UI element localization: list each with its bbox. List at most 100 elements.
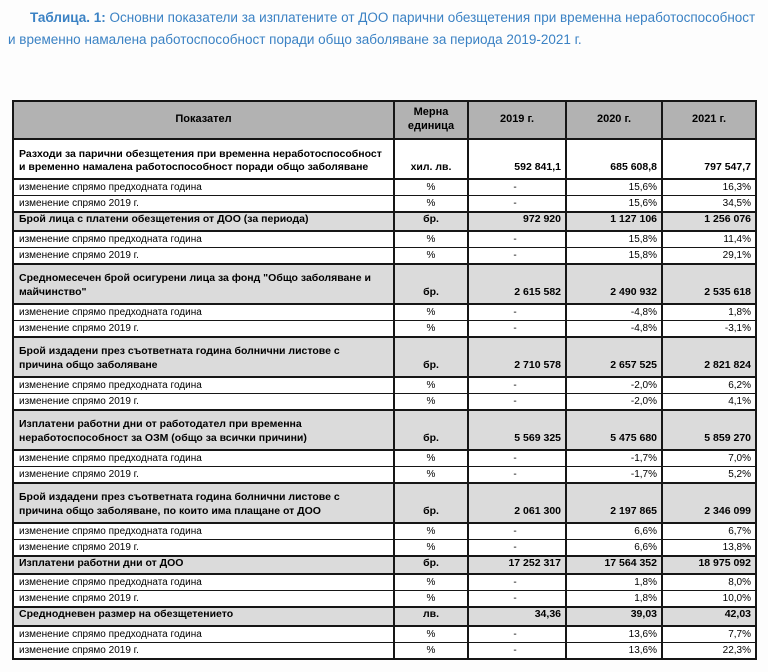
unit-cell: % xyxy=(393,319,469,338)
indicator-label-cell: изменение спрямо 2019 г. xyxy=(12,538,395,557)
unit-cell: % xyxy=(393,449,469,467)
unit-cell: бр. xyxy=(393,554,469,576)
value-2019-cell: 972 920 xyxy=(467,211,567,232)
indicator-label-cell: Брой издадени през съответната година бо… xyxy=(12,335,395,378)
value-2020-cell: 6,6% xyxy=(565,522,663,540)
change-row: изменение спрямо 2019 г.% -6,6% 13,8% xyxy=(12,538,757,557)
value-2019-cell: - xyxy=(467,319,567,338)
table-caption: Таблица. 1: Основни показатели за изплат… xyxy=(8,7,760,51)
indicator-row: Брой лица с платени обезщетения от ДОО (… xyxy=(12,211,757,232)
value-2021-cell: 797 547,7 xyxy=(661,138,757,180)
indicator-label-cell: изменение спрямо 2019 г. xyxy=(12,465,395,484)
indicator-label-cell: изменение спрямо предходната година xyxy=(12,230,395,248)
value-2021-cell: 6,2% xyxy=(661,376,757,394)
value-2021-cell: 1 256 076 xyxy=(661,211,757,232)
value-2020-cell: 13,6% xyxy=(565,641,663,660)
value-2019-cell: - xyxy=(467,465,567,484)
indicator-label-cell: Изплатени работни дни от ДОО xyxy=(12,554,395,576)
change-row: изменение спрямо 2019 г.% - -1,7% 5,2% xyxy=(12,465,757,484)
value-2020-cell: 5 475 680 xyxy=(565,408,663,451)
unit-cell: % xyxy=(393,522,469,540)
value-2021-cell: -3,1% xyxy=(661,319,757,338)
value-2020-cell: -4,8% xyxy=(565,319,663,338)
unit-cell: бр. xyxy=(393,211,469,232)
change-row: изменение спрямо предходната година% - -1,… xyxy=(12,449,757,467)
indicator-label-cell: изменение спрямо предходната година xyxy=(12,573,395,592)
value-2020-cell: 15,8% xyxy=(565,230,663,248)
value-2019-cell: 2 061 300 xyxy=(467,481,567,524)
table-caption-number: Таблица. 1: xyxy=(30,10,106,25)
unit-cell: бр. xyxy=(393,408,469,451)
table-header: Показател Мерна единица 2019 г. 2020 г. … xyxy=(12,100,757,140)
indicator-label-cell: Брой лица с платени обезщетения от ДОО (… xyxy=(12,211,395,232)
indicator-label-cell: изменение спрямо предходната година xyxy=(12,449,395,467)
indicator-row: Брой издадени през съответната година бо… xyxy=(12,335,757,378)
unit-cell: % xyxy=(393,465,469,484)
value-2019-cell: - xyxy=(467,590,567,608)
change-row: изменение спрямо предходната година% - -2,… xyxy=(12,376,757,394)
unit-cell: % xyxy=(393,195,469,213)
value-2019-cell: - xyxy=(467,625,567,643)
value-2020-cell: 1 127 106 xyxy=(565,211,663,232)
value-2021-cell: 11,4% xyxy=(661,230,757,248)
value-2021-cell: 2 821 824 xyxy=(661,335,757,378)
indicator-label-cell: изменение спрямо 2019 г. xyxy=(12,246,395,265)
unit-cell: % xyxy=(393,230,469,248)
value-2020-cell: 1,8% xyxy=(565,590,663,608)
column-header-2020: 2020 г. xyxy=(565,100,663,140)
change-row: изменение спрямо 2019 г.% -13,6% 22,3% xyxy=(12,641,757,660)
unit-cell: лв. xyxy=(393,606,469,627)
indicator-label-cell: Брой издадени през съответната година бо… xyxy=(12,481,395,524)
change-row: изменение спрямо предходната година% - -4,… xyxy=(12,303,757,321)
column-header-2021: 2021 г. xyxy=(661,100,757,140)
indicator-label-cell: изменение спрямо 2019 г. xyxy=(12,319,395,338)
value-2020-cell: 1,8% xyxy=(565,573,663,592)
indicator-label-cell: Среднодневен размер на обезщетението xyxy=(12,606,395,627)
unit-cell: % xyxy=(393,573,469,592)
unit-cell: % xyxy=(393,625,469,643)
value-2019-cell: 34,36 xyxy=(467,606,567,627)
column-header-unit: Мерна единица xyxy=(393,100,469,140)
value-2019-cell: - xyxy=(467,178,567,196)
value-2019-cell: - xyxy=(467,195,567,213)
value-2019-cell: - xyxy=(467,538,567,557)
value-2019-cell: 17 252 317 xyxy=(467,554,567,576)
value-2020-cell: 2 657 525 xyxy=(565,335,663,378)
change-row: изменение спрямо предходната година% -15,… xyxy=(12,178,757,196)
value-2019-cell: 2 710 578 xyxy=(467,335,567,378)
change-row: изменение спрямо предходната година% -13,… xyxy=(12,625,757,643)
value-2019-cell: - xyxy=(467,641,567,660)
indicator-label-cell: изменение спрямо предходната година xyxy=(12,178,395,196)
indicator-label-cell: изменение спрямо 2019 г. xyxy=(12,195,395,213)
change-row: изменение спрямо 2019 г.% -15,8% 29,1% xyxy=(12,246,757,265)
change-row: изменение спрямо 2019 г.% - -4,8% -3,1% xyxy=(12,319,757,338)
unit-cell: % xyxy=(393,641,469,660)
value-2020-cell: -2,0% xyxy=(565,392,663,411)
value-2021-cell: 5,2% xyxy=(661,465,757,484)
indicator-row: Среднодневен размер на обезщетението лв. 3… xyxy=(12,606,757,627)
unit-cell: % xyxy=(393,303,469,321)
unit-cell: % xyxy=(393,392,469,411)
value-2021-cell: 5 859 270 xyxy=(661,408,757,451)
unit-cell: % xyxy=(393,178,469,196)
indicator-label-cell: изменение спрямо 2019 г. xyxy=(12,392,395,411)
value-2021-cell: 22,3% xyxy=(661,641,757,660)
value-2020-cell: 13,6% xyxy=(565,625,663,643)
value-2021-cell: 1,8% xyxy=(661,303,757,321)
indicator-row: Средномесечен брой осигурени лица за фон… xyxy=(12,262,757,305)
value-2021-cell: 2 535 618 xyxy=(661,262,757,305)
table-body: Разходи за парични обезщетения при време… xyxy=(12,138,757,660)
indicator-row: Брой издадени през съответната година бо… xyxy=(12,481,757,524)
indicators-table: Показател Мерна единица 2019 г. 2020 г. … xyxy=(12,100,757,660)
value-2020-cell: 15,6% xyxy=(565,178,663,196)
column-header-2019: 2019 г. xyxy=(467,100,567,140)
value-2021-cell: 16,3% xyxy=(661,178,757,196)
indicator-label-cell: изменение спрямо 2019 г. xyxy=(12,641,395,660)
unit-cell: % xyxy=(393,538,469,557)
value-2019-cell: - xyxy=(467,449,567,467)
value-2019-cell: - xyxy=(467,522,567,540)
unit-cell: бр. xyxy=(393,262,469,305)
value-2021-cell: 7,7% xyxy=(661,625,757,643)
indicator-label-cell: Разходи за парични обезщетения при време… xyxy=(12,138,395,180)
value-2020-cell: -1,7% xyxy=(565,449,663,467)
